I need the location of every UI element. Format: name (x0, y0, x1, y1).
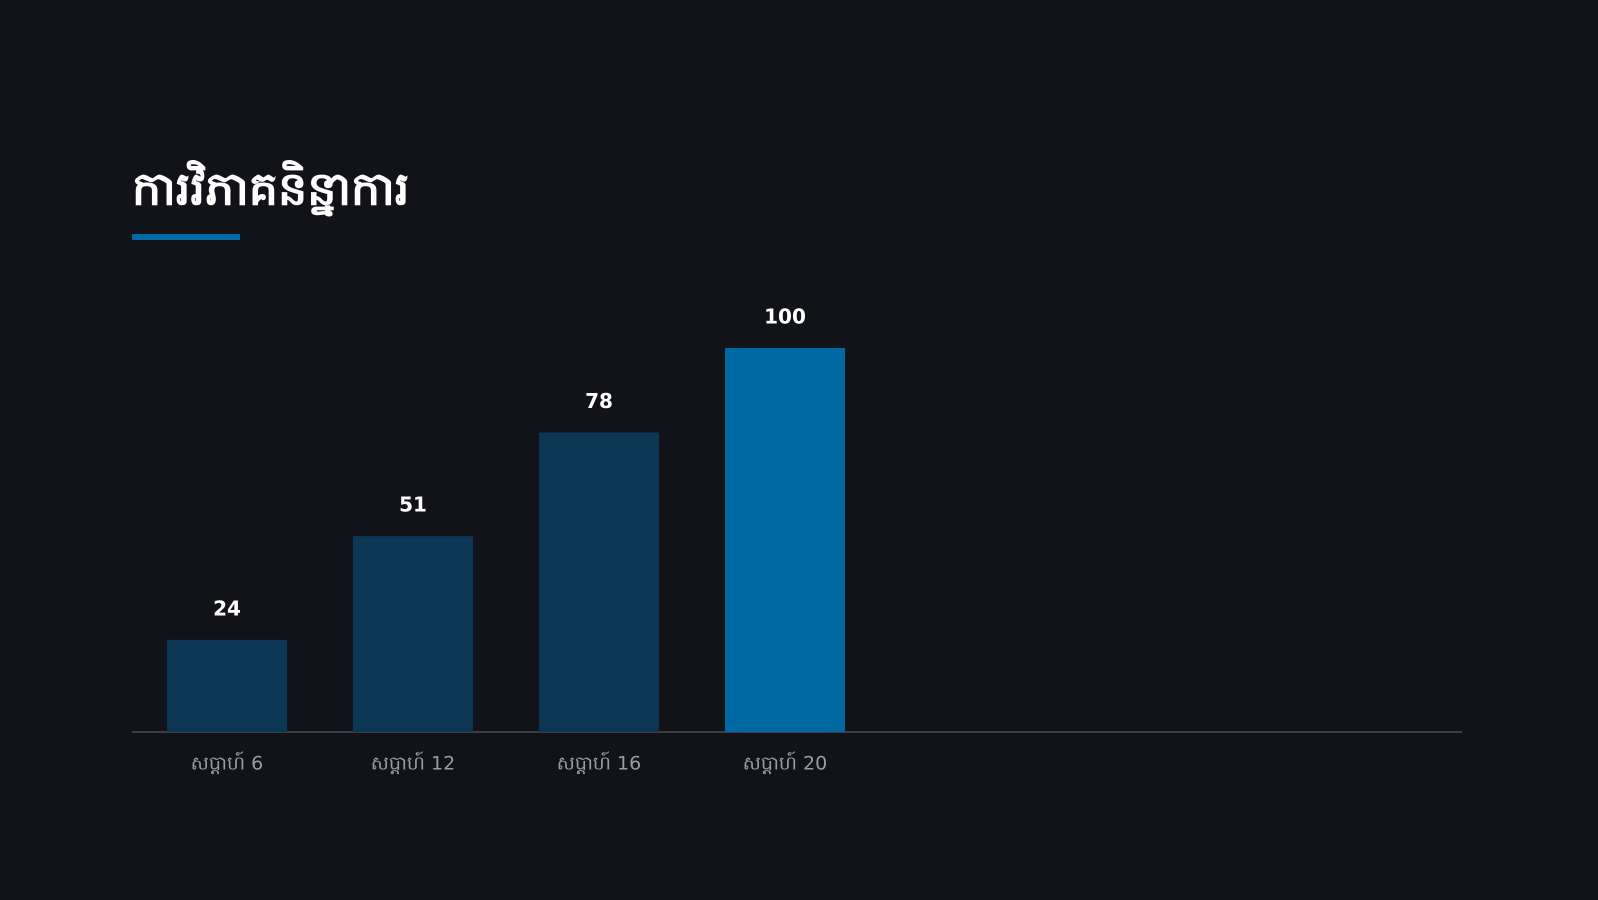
x-tick-label: សប្តាហ៍ 16 (557, 751, 642, 775)
data-label: 78 (585, 389, 613, 413)
chart-title: ការវិភាគនិន្នាការ (132, 160, 409, 217)
data-label: 24 (213, 596, 241, 620)
data-label: 51 (399, 493, 427, 517)
bar (353, 536, 473, 732)
x-tick-label: សប្តាហ៍ 12 (371, 751, 456, 775)
x-tick-label: សប្តាហ៍ 20 (743, 751, 828, 775)
bar (167, 639, 287, 732)
bar (539, 432, 659, 732)
bar (725, 348, 845, 732)
title-underline (132, 234, 240, 240)
x-tick-label: សប្តាហ៍ 6 (191, 751, 263, 775)
data-label: 100 (764, 305, 806, 329)
